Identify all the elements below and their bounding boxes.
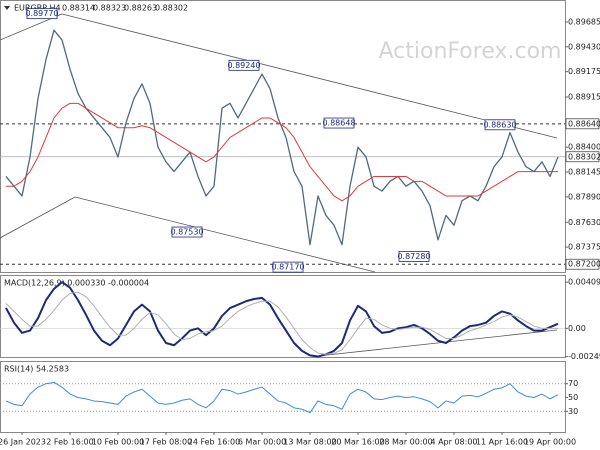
level-box [565, 118, 600, 130]
trendline [317, 329, 558, 357]
y-tick-label: 0.89175 [568, 67, 600, 76]
ohlc-value: 0.88323 [93, 4, 126, 13]
x-tick-label: 19 Apr 00:00 [524, 438, 576, 447]
last-price-box [565, 151, 600, 163]
annotation-label: 0.88630 [483, 120, 516, 129]
series-line [5, 381, 559, 414]
y-tick-label: 0.87375 [568, 243, 600, 252]
y-tick-label: 0.87630 [568, 218, 600, 227]
macd-title: MACD(12,26,9) 0.000330 -0.000004 [4, 279, 149, 288]
y-tick-label: 0.00 [568, 324, 586, 333]
level-box [565, 258, 600, 270]
annotation-label: 0.87280 [397, 252, 430, 261]
x-tick-label: 4 Apr 08:00 [430, 438, 477, 447]
annotation-label: 0.89240 [227, 61, 260, 70]
macd-panel [0, 275, 566, 358]
y-tick-label: 0.89685 [568, 17, 600, 26]
series-line [5, 29, 559, 246]
annotation-box [484, 119, 516, 131]
y-tick-label: 50 [568, 393, 578, 402]
x-tick-label: 17 Feb 08:00 [140, 438, 192, 447]
y-tick-label: 0.88400 [568, 143, 600, 152]
ohlc-value: 0.88314 [62, 4, 95, 13]
ohlc-value: 0.88302 [155, 4, 188, 13]
x-tick-label: 10 Feb 00:00 [92, 438, 144, 447]
last-price-label: 0.88302 [568, 152, 600, 161]
annotation-box [26, 8, 58, 20]
y-tick-label: 70 [568, 379, 578, 388]
level-label: 0.88640 [568, 119, 600, 128]
y-tick-label: 30 [568, 407, 578, 416]
watermark: ActionForex.com [379, 39, 562, 64]
y-tick-label: 0.88915 [568, 93, 600, 102]
y-tick-label: 0.004094 [568, 278, 600, 287]
x-tick-label: 13 Mar 08:00 [283, 438, 336, 447]
trendline [61, 13, 558, 139]
x-tick-label: 11 Apr 16:00 [476, 438, 528, 447]
series-line [5, 281, 559, 358]
x-tick-label: 2 Feb 16:00 [46, 438, 93, 447]
y-tick-label: -0.002492 [568, 352, 600, 361]
annotation-box [398, 251, 430, 262]
rsi-title: RSI(14) 54.2583 [4, 365, 69, 374]
symbol: EURGBP,H4 [14, 4, 61, 13]
x-tick-label: 20 Mar 16:00 [331, 438, 384, 447]
x-tick-label: 6 Mar 00:00 [238, 438, 286, 447]
x-tick-label: 24 Feb 16:00 [188, 438, 240, 447]
annotation-box [228, 59, 260, 71]
annotation-box [323, 117, 355, 129]
annotation-box [171, 226, 203, 238]
series-line [5, 291, 558, 355]
ohlc-value: 0.88263 [124, 4, 157, 13]
menu-icon [4, 6, 10, 10]
level-label: 0.87200 [568, 260, 600, 269]
series-line [6, 102, 558, 202]
trendline [0, 196, 76, 239]
y-tick-label: 0.89430 [568, 42, 600, 51]
y-tick-label: 0.88145 [568, 168, 600, 177]
annotation-label: 0.89770 [25, 9, 58, 18]
y-tick-label: 0.87890 [568, 192, 600, 201]
annotation-label: 0.88648 [322, 119, 355, 128]
x-tick-label: 26 Jan 2023 [0, 438, 46, 447]
annotation-label: 0.87530 [170, 228, 203, 237]
x-tick-label: 28 Mar 00:00 [379, 438, 432, 447]
annotation-label: 0.87170 [271, 263, 304, 272]
trendline [74, 196, 376, 273]
annotation-box [272, 261, 304, 273]
